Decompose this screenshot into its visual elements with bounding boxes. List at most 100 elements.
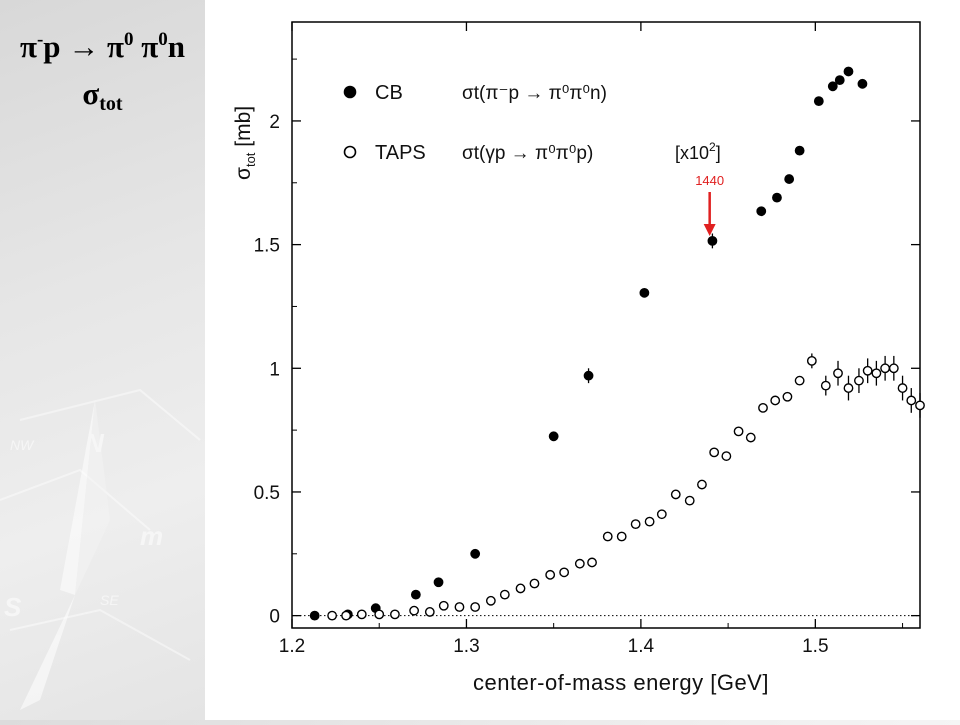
taps-data-point <box>602 531 613 542</box>
taps-data-point <box>616 531 627 542</box>
taps-data-point <box>574 558 585 569</box>
taps-data-point <box>862 365 873 376</box>
taps-data-point <box>880 363 891 374</box>
taps-data-point <box>897 383 908 393</box>
cb-data-point <box>548 431 559 442</box>
cb-data-point <box>794 145 805 156</box>
taps-data-point <box>409 605 420 616</box>
annotation-arrow-head <box>703 224 716 236</box>
title-zero-superscript: 0 <box>124 29 134 50</box>
x-tick-label: 1.2 <box>279 636 305 657</box>
taps-data-point <box>587 557 597 568</box>
taps-data-point <box>794 375 805 386</box>
taps-data-point <box>758 402 768 413</box>
cb-data-point <box>583 370 594 381</box>
legend-scale-label: [x102] <box>675 140 721 163</box>
taps-data-point <box>390 609 400 620</box>
cb-data-point <box>639 287 650 298</box>
cb-data-point <box>843 66 854 77</box>
taps-data-point <box>888 363 899 374</box>
taps-data-point <box>871 368 882 379</box>
taps-data-point <box>356 609 367 620</box>
legend-name-taps: TAPS <box>375 142 426 164</box>
svg-text:S: S <box>4 592 22 622</box>
taps-data-point <box>438 600 449 611</box>
cb-data-point <box>470 548 481 559</box>
legend-marker-taps <box>343 145 357 159</box>
cb-data-point <box>309 610 320 621</box>
slide-subtitle: σtot <box>0 78 205 114</box>
taps-data-point <box>559 567 570 578</box>
cb-data-point <box>834 75 845 86</box>
cb-data-point <box>772 192 782 203</box>
taps-data-point <box>833 368 843 379</box>
legend-marker-cb <box>343 85 357 99</box>
taps-data-point <box>745 432 756 443</box>
taps-data-point <box>906 395 917 406</box>
svg-text:SE: SE <box>100 592 119 608</box>
cb-data-point <box>813 96 824 107</box>
taps-data-point <box>782 391 793 402</box>
y-tick-label: 2 <box>269 112 280 133</box>
taps-data-point <box>770 395 781 406</box>
taps-data-point <box>854 375 864 386</box>
taps-data-point <box>424 607 435 617</box>
taps-data-point <box>630 519 641 530</box>
taps-data-point <box>656 509 667 520</box>
subtitle-subscript: tot <box>99 93 123 115</box>
svg-text:NW: NW <box>10 437 35 453</box>
cb-data-point <box>756 206 767 217</box>
taps-data-point <box>644 516 655 527</box>
y-axis-label: σtot [mb] <box>232 106 258 180</box>
chart-svg: 1.2 1.3 1.4 1.5 0 0.5 1 1.5 2 center-of-mass ener… <box>232 21 925 695</box>
taps-data-point <box>454 602 465 612</box>
legend-formula-taps: σt(γp → π⁰π⁰p) <box>462 143 593 164</box>
taps-data-point <box>545 569 556 580</box>
taps-data-point <box>709 447 720 458</box>
taps-data-point <box>529 578 540 589</box>
title-neutron: n <box>167 29 186 64</box>
compass-watermark-icon: N NW m S SE <box>0 388 201 710</box>
taps-data-point <box>721 451 732 461</box>
title-minus-superscript: - <box>36 29 44 50</box>
svg-text:N: N <box>85 428 105 458</box>
taps-data-point <box>684 495 695 506</box>
y-tick-label: 1 <box>269 359 280 380</box>
legend-name-cb: CB <box>375 82 403 104</box>
cb-data-point <box>857 78 868 89</box>
taps-data-point <box>341 610 351 621</box>
cb-data-point <box>827 81 838 92</box>
taps-data-point <box>327 610 338 621</box>
taps-data-point <box>470 602 481 612</box>
taps-data-point <box>697 479 707 490</box>
slide-title: π-p → π0 π0n <box>19 29 186 64</box>
y-tick-label: 0.5 <box>254 483 280 504</box>
taps-data-point <box>820 380 831 391</box>
y-tick-label: 0 <box>269 607 280 628</box>
slide-side-panel: π-p → π0 π0n σtot N NW m S SE <box>0 0 205 720</box>
cb-data-point <box>433 577 444 588</box>
chart-area: 1.2 1.3 1.4 1.5 0 0.5 1 1.5 2 center-of-mass ener… <box>205 0 960 720</box>
x-axis-label: center-of-mass energy [GeV] <box>473 670 769 695</box>
x-tick-label: 1.5 <box>802 636 828 657</box>
cb-data-point <box>707 236 718 246</box>
taps-data-point <box>515 583 526 594</box>
x-tick-label: 1.3 <box>453 636 479 657</box>
title-zero-superscript-2: 0 <box>158 29 168 50</box>
subtitle-sigma: σ <box>82 76 100 111</box>
taps-data-point <box>499 589 510 600</box>
taps-data-point <box>915 400 925 411</box>
y-tick-label: 1.5 <box>254 236 280 257</box>
svg-text:m: m <box>140 521 163 551</box>
taps-data-point <box>806 355 817 366</box>
cb-data-point <box>784 174 795 184</box>
cb-data-point <box>410 589 421 600</box>
taps-data-point <box>374 609 385 620</box>
taps-data-point <box>670 489 681 500</box>
taps-data-point <box>843 383 854 393</box>
taps-data-point <box>485 595 496 606</box>
annotation-1440-label: 1440 <box>695 173 724 188</box>
taps-data-point <box>733 426 744 437</box>
plot-frame <box>291 21 921 629</box>
x-tick-label: 1.4 <box>628 636 655 657</box>
